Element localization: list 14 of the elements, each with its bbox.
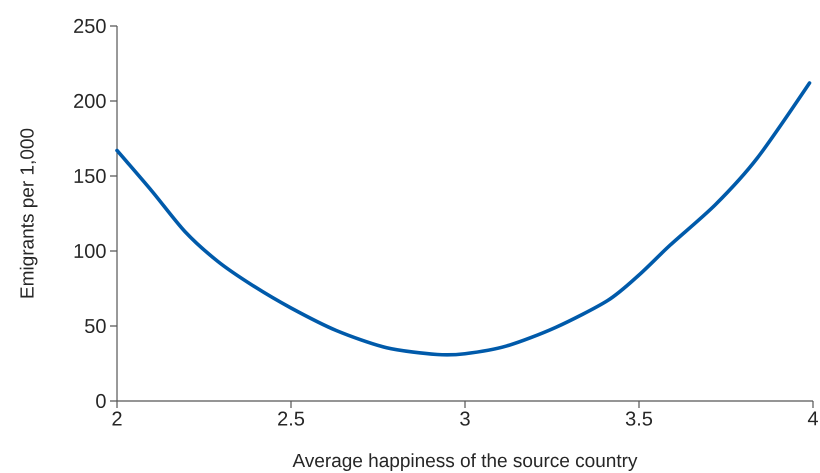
x-tick-label: 3.5 [626, 412, 652, 426]
x-axis-title: Average happiness of the source country [292, 453, 638, 471]
y-tick-label: 50 [85, 318, 106, 334]
y-tick-label: 150 [74, 168, 106, 184]
y-tick-label: 100 [74, 244, 106, 258]
y-tick-label: 250 [74, 18, 106, 34]
x-tick-label: 3 [460, 412, 470, 426]
y-tick-label: 0 [96, 394, 106, 408]
x-tick-label: 4 [808, 412, 818, 426]
x-tick-label: 2.5 [278, 412, 304, 426]
y-axis-title: Emigrants per 1,000 [20, 128, 38, 298]
line-series [115, 81, 812, 357]
x-tick-label: 2 [112, 412, 122, 426]
y-tick-label: 200 [74, 94, 106, 108]
